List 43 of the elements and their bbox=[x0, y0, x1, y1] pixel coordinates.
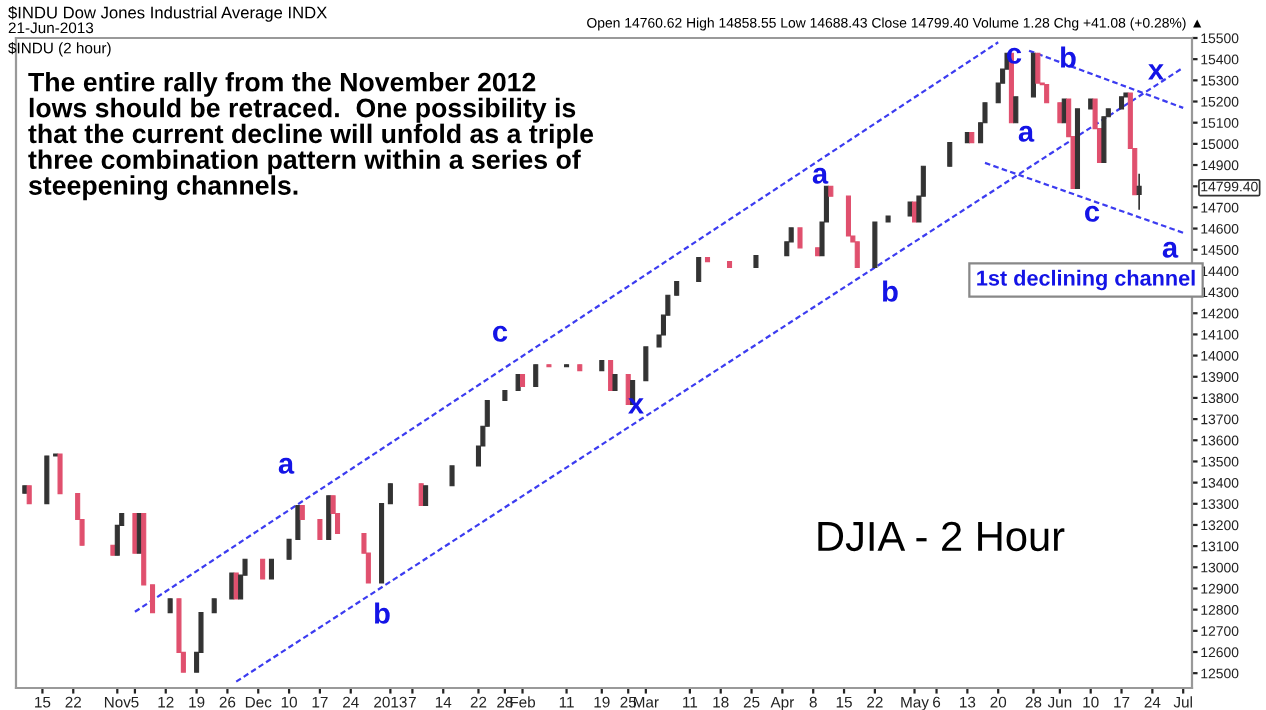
candlestick bbox=[317, 518, 323, 540]
candlestick bbox=[44, 455, 50, 505]
candlestick bbox=[797, 227, 803, 249]
candlestick bbox=[1044, 83, 1050, 104]
chart-title: $INDU Dow Jones Industrial Average INDX bbox=[8, 6, 327, 22]
candlestick bbox=[947, 141, 953, 168]
annotation: a bbox=[1018, 125, 1035, 142]
annotation: b bbox=[883, 280, 898, 302]
annotation: c bbox=[493, 325, 508, 342]
candlestick bbox=[150, 584, 156, 614]
candlestick bbox=[132, 512, 138, 554]
candlestick bbox=[57, 453, 63, 495]
candlestick bbox=[1035, 52, 1041, 84]
annotation: c bbox=[1007, 47, 1022, 64]
candlestick bbox=[1013, 96, 1019, 124]
candlestick bbox=[643, 346, 649, 382]
annotation: a bbox=[812, 167, 829, 184]
annotation: c bbox=[1085, 205, 1100, 222]
candlestick bbox=[696, 257, 702, 283]
candlestick bbox=[229, 572, 235, 600]
candlestick bbox=[233, 572, 239, 600]
annotation: x bbox=[628, 398, 644, 414]
annotation: DJIA - 2 Hour bbox=[818, 521, 1065, 552]
candlestick bbox=[449, 465, 455, 487]
candlestick bbox=[1101, 115, 1107, 164]
annotation: a bbox=[1162, 241, 1179, 258]
candlestick bbox=[1057, 101, 1063, 124]
candlestick bbox=[845, 195, 851, 237]
annotation: b bbox=[1061, 46, 1076, 68]
candlestick bbox=[872, 221, 878, 269]
annotation: x bbox=[1148, 64, 1164, 80]
candlestick bbox=[268, 558, 274, 580]
candlestick bbox=[1136, 172, 1142, 211]
annotation: a bbox=[278, 457, 295, 474]
annotation: 1st declining channel bbox=[977, 269, 1195, 291]
candlestick bbox=[1030, 52, 1036, 98]
candlestick bbox=[387, 482, 393, 505]
annotation: The entire rally from the November 2012 lows should be retraced. One possibility is that the current decline will unfold as a triple three combination pattern within a series of steepening channels. bbox=[28, 72, 594, 201]
candlestick bbox=[260, 558, 266, 580]
candlestick bbox=[854, 241, 860, 269]
candlestick bbox=[533, 363, 539, 388]
candlestick bbox=[423, 484, 429, 507]
annotation: b bbox=[375, 602, 390, 624]
